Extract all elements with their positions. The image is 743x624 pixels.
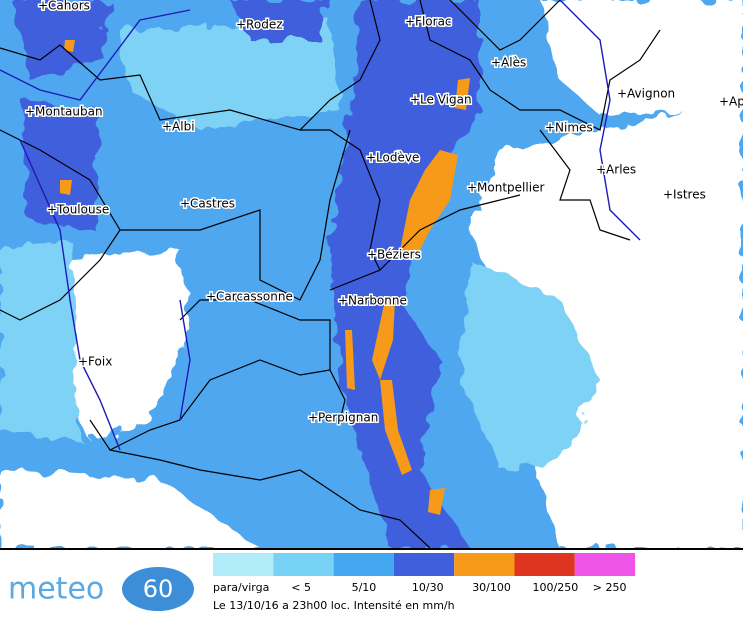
legend-swatch (273, 553, 334, 576)
city-label: +Béziers (367, 248, 421, 262)
city-label: +Nimes (545, 121, 593, 135)
city-label: +Avignon (617, 87, 675, 101)
city-label: +Le Vigan (410, 93, 472, 107)
logo: meteo 60 (8, 567, 194, 611)
legend-swatch (454, 553, 515, 576)
legend-label: 100/250 (533, 581, 579, 594)
legend-label: 5/10 (352, 581, 377, 594)
city-labels: +Cahors +Rodez +Florac +Alès +Le Vigan +Avign… (24, 0, 743, 426)
city-label: +Cahors (38, 0, 90, 13)
legend-label: < 5 (291, 581, 311, 594)
city-label: +Narbonne (338, 294, 407, 308)
rivers (0, 0, 641, 451)
logo-number: 60 (143, 575, 174, 603)
city-label: +Perpignan (308, 411, 378, 425)
city-label: +Toulouse (47, 203, 109, 217)
legend-swatch (514, 553, 575, 576)
precipitation-field (0, 0, 743, 548)
city-label: +Montpellier (467, 181, 544, 195)
boundaries (0, 0, 661, 549)
legend-label: > 250 (593, 581, 627, 594)
logo-text: meteo (8, 572, 104, 607)
city-label: +Lodève (366, 151, 419, 165)
city-label: +Alès (491, 56, 526, 70)
city-label: +Albi (162, 120, 195, 134)
city-label: +Arles (596, 163, 636, 177)
legend-swatch (574, 553, 636, 576)
city-label: +Castres (180, 197, 235, 211)
city-label: +Istres (663, 188, 706, 202)
city-label: +Ap (719, 95, 743, 109)
city-label: +Carcassonne (206, 290, 293, 304)
legend-swatch (393, 553, 455, 576)
logo-badge (122, 567, 194, 611)
city-label: +Rodez (236, 18, 283, 32)
legend-label: para/virga (213, 581, 269, 594)
legend-label: 10/30 (412, 581, 444, 594)
city-label: +Florac (405, 15, 452, 29)
legend-label: 30/100 (472, 581, 511, 594)
city-label: +Foix (78, 355, 112, 369)
legend-swatch (213, 553, 274, 576)
legend: para/virga < 5 5/10 10/30 30/100 100/250 > 250 (213, 553, 636, 594)
heavy-rain (60, 40, 470, 515)
legend-swatch (333, 553, 394, 576)
caption: Le 13/10/16 a 23h00 loc. Intensité en mm… (213, 599, 455, 612)
city-label: +Montauban (25, 105, 103, 119)
